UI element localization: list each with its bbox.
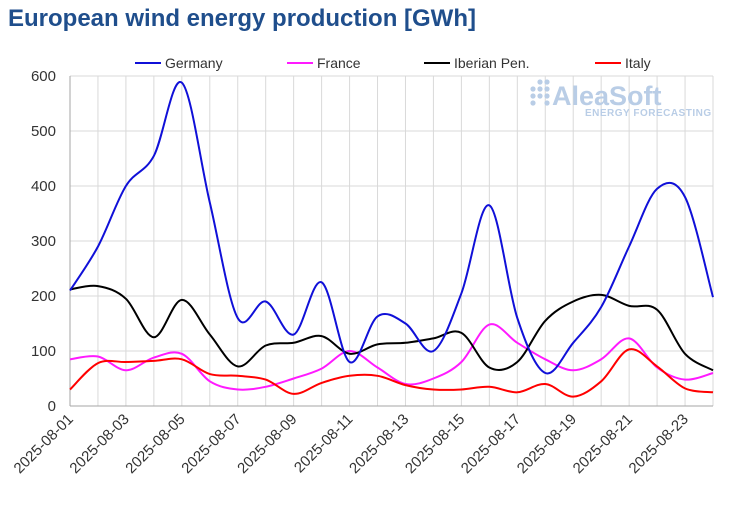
logo-dot (544, 86, 550, 92)
x-tick-label: 2025-08-19 (514, 411, 580, 477)
series-lines (69, 81, 714, 398)
x-tick-label: 2025-08-07 (178, 411, 244, 477)
x-tick-label: 2025-08-05 (122, 411, 188, 477)
watermark-brand: AleaSoft (552, 81, 662, 111)
x-tick-label: 2025-08-01 (11, 411, 77, 477)
y-tick-label: 200 (31, 288, 56, 305)
x-tick-label: 2025-08-13 (346, 411, 412, 477)
x-tick-label: 2025-08-15 (402, 411, 468, 477)
x-tick-label: 2025-08-23 (626, 411, 692, 477)
legend-label: Iberian Pen. (454, 55, 530, 71)
y-tick-label: 600 (31, 68, 56, 85)
legend-label: Italy (625, 55, 651, 71)
logo-dot (537, 93, 543, 99)
x-tick-label: 2025-08-21 (570, 411, 636, 477)
logo-dot (544, 93, 550, 99)
x-tick-label: 2025-08-03 (66, 411, 132, 477)
series-line-germany (69, 81, 714, 375)
series-line-italy (69, 348, 714, 398)
series-line-france (69, 323, 714, 391)
legend-label: France (317, 55, 361, 71)
logo-dot (530, 86, 536, 92)
logo-dot (530, 93, 536, 99)
logo-dot (530, 100, 536, 106)
x-tick-label: 2025-08-17 (458, 411, 524, 477)
x-tick-label: 2025-08-09 (234, 411, 300, 477)
logo-dots-icon (530, 79, 550, 106)
y-tick-label: 100 (31, 343, 56, 360)
grid-lines (69, 75, 714, 406)
chart-title: European wind energy production [GWh] (8, 5, 476, 32)
logo-dot (544, 100, 550, 106)
legend-label: Germany (165, 55, 223, 71)
legend: Germany France Iberian Pen. Italy (135, 55, 651, 71)
logo-dot (544, 79, 550, 85)
logo-dot (537, 79, 543, 85)
series-line-iberian-pen (69, 284, 714, 372)
y-tick-label: 300 (31, 233, 56, 250)
y-tick-label: 500 (31, 123, 56, 140)
watermark-tagline: ENERGY FORECASTING (585, 108, 712, 119)
logo-dot (537, 86, 543, 92)
axes: 01002003004005006002025-08-012025-08-032… (11, 68, 713, 477)
y-tick-label: 400 (31, 178, 56, 195)
y-tick-label: 0 (48, 398, 56, 415)
watermark-logo: AleaSoft ENERGY FORECASTING (530, 79, 711, 119)
